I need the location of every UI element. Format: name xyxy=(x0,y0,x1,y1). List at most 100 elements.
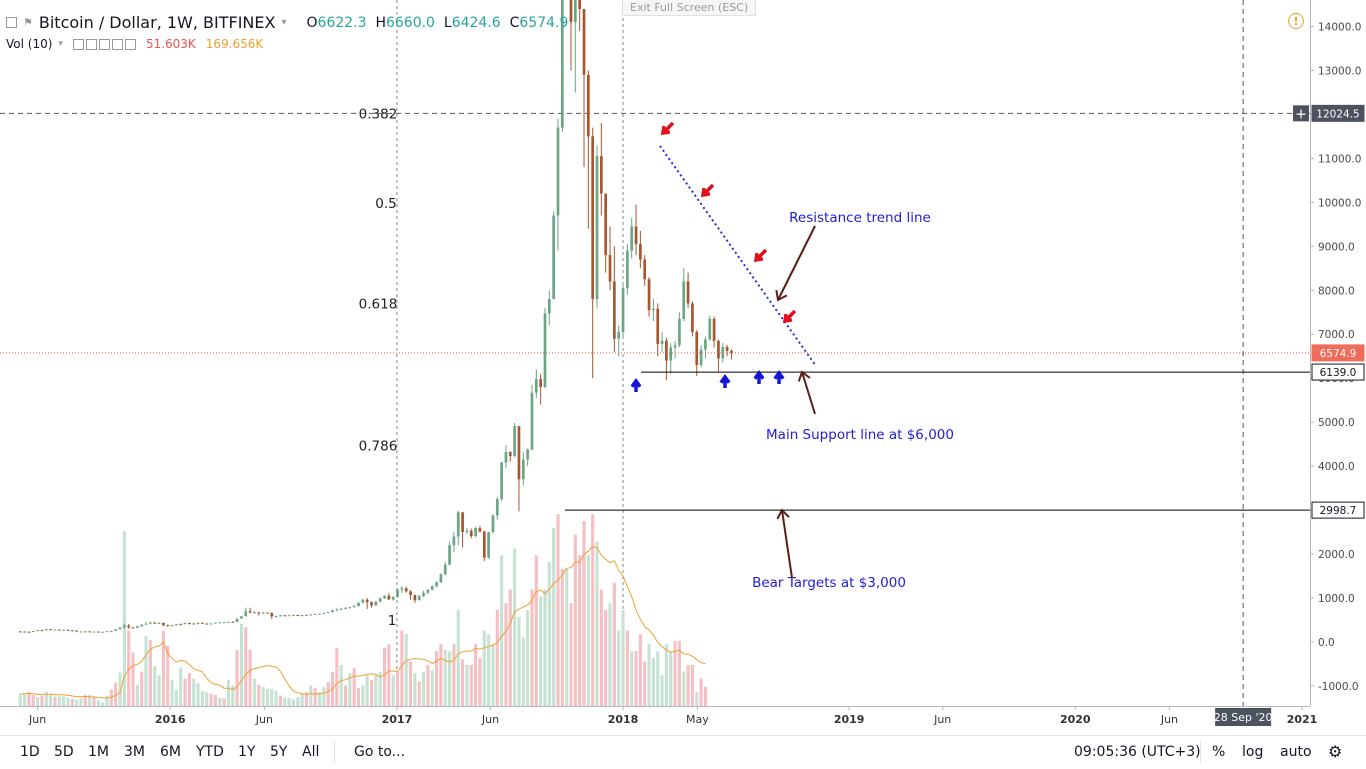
log-toggle[interactable]: log xyxy=(1242,744,1264,760)
volume-bar xyxy=(404,634,408,706)
volume-bar xyxy=(491,644,495,706)
timeframe-5y[interactable]: 5Y xyxy=(270,744,288,760)
volume-bar xyxy=(40,695,44,706)
volume-bar xyxy=(547,562,551,706)
crosshair-plus-icon: + xyxy=(1295,106,1307,122)
symbol-dropdown-icon[interactable]: ▾ xyxy=(281,17,287,28)
candle-body xyxy=(188,622,191,624)
add-icon[interactable] xyxy=(98,38,110,50)
goto-button[interactable]: Go to... xyxy=(354,744,406,760)
candle-body xyxy=(730,350,733,353)
volume-bar xyxy=(343,685,348,706)
timeframe-6m[interactable]: 6M xyxy=(160,744,181,760)
volume-bar xyxy=(495,610,499,706)
crosshair-date-label: 28 Sep '20 xyxy=(1214,711,1273,724)
candle-body xyxy=(374,601,378,606)
candle-body xyxy=(665,340,668,361)
volume-bar xyxy=(391,675,395,706)
volume-bar xyxy=(395,671,400,706)
timeframe-1m[interactable]: 1M xyxy=(88,744,109,760)
flag-icon[interactable]: ⚑ xyxy=(23,16,33,29)
volume-bar xyxy=(634,651,638,706)
volume-bar xyxy=(313,688,317,706)
volume-bar xyxy=(595,541,599,706)
y-tick-label: 7000.0 xyxy=(1318,329,1355,341)
volume-bar xyxy=(44,691,48,706)
candle-body xyxy=(144,623,148,625)
volume-bar xyxy=(109,689,113,706)
volume-bar xyxy=(66,697,70,706)
more-icon[interactable] xyxy=(124,38,136,50)
timeframe-all[interactable]: All xyxy=(302,744,320,760)
volume-bar xyxy=(222,698,226,706)
candle-body xyxy=(517,426,521,480)
volume-bar xyxy=(261,686,265,706)
volume-bar xyxy=(283,697,287,706)
timeframe-1d[interactable]: 1D xyxy=(20,744,40,760)
volume-bar xyxy=(218,697,222,706)
collapse-legend-icon[interactable] xyxy=(6,17,17,28)
candle-body xyxy=(573,0,577,23)
y-tick-label: -1000.0 xyxy=(1318,681,1359,693)
volume-bar xyxy=(348,673,352,706)
symbol-title[interactable]: Bitcoin / Dollar, 1W, BITFINEX xyxy=(38,13,276,32)
toolbar-divider xyxy=(334,741,335,763)
clock[interactable]: 09:05:36 (UTC+3) xyxy=(1074,744,1201,760)
volume-label[interactable]: Vol (10) xyxy=(6,37,53,51)
close-small-icon[interactable] xyxy=(111,38,123,50)
exit-fullscreen-button[interactable]: Exit Full Screen (ESC) xyxy=(622,0,757,16)
candle-body xyxy=(205,623,209,625)
crosshair-plus-marker xyxy=(1293,105,1309,122)
settings-small-icon[interactable] xyxy=(85,38,97,50)
candle-body xyxy=(123,625,126,628)
volume-dropdown-icon[interactable]: ▾ xyxy=(58,39,63,49)
volume-bar xyxy=(96,700,100,706)
candle-body xyxy=(695,332,699,365)
crosshair-date-box xyxy=(1215,708,1272,726)
volume-bar xyxy=(239,623,243,706)
candle-body xyxy=(105,631,109,633)
timeframe-5d[interactable]: 5D xyxy=(54,744,74,760)
candle-body xyxy=(604,193,608,256)
candle-body xyxy=(183,622,187,625)
candle-body xyxy=(257,612,261,614)
volume-bar xyxy=(673,640,677,706)
candle-body xyxy=(725,346,729,351)
timeframe-ytd[interactable]: YTD xyxy=(196,744,224,760)
ohlc-values: O6622.3 H6660.0 L6424.6 C6574.9 xyxy=(306,14,569,31)
timeframe-3m[interactable]: 3M xyxy=(124,744,145,760)
pointer-arrow-head xyxy=(775,289,788,302)
candle-body xyxy=(513,426,516,456)
candle-body xyxy=(508,452,512,456)
volume-bar xyxy=(53,696,57,706)
candle-body xyxy=(240,616,243,619)
alert-icon[interactable]: ! xyxy=(1288,13,1304,29)
candle-body xyxy=(209,623,213,625)
candle-body xyxy=(491,515,495,533)
percent-toggle[interactable]: % xyxy=(1212,744,1226,760)
volume-bar xyxy=(356,688,361,706)
candle-body xyxy=(478,528,482,532)
candle-body xyxy=(443,564,447,575)
y-tick-label: 1000.0 xyxy=(1318,593,1355,605)
candle-body xyxy=(261,612,265,614)
candle-body xyxy=(287,615,291,617)
candle-body xyxy=(326,612,330,614)
price-label-box xyxy=(1311,363,1365,381)
volume-bar xyxy=(500,555,504,706)
y-tick-label: 8000.0 xyxy=(1318,285,1355,297)
volume-bar xyxy=(192,678,196,706)
candle-body xyxy=(357,602,360,607)
candle-body xyxy=(292,615,295,617)
gear-icon[interactable]: ⚙ xyxy=(1328,742,1343,761)
volume-bar xyxy=(62,696,66,706)
timeframe-1y[interactable]: 1Y xyxy=(238,744,256,760)
candle-body xyxy=(587,74,590,137)
visibility-icon[interactable] xyxy=(72,38,84,50)
price-label-text: 2998.7 xyxy=(1320,505,1357,517)
y-tick-label: 5000.0 xyxy=(1318,417,1355,429)
auto-toggle[interactable]: auto xyxy=(1280,744,1312,760)
candle-body xyxy=(70,630,74,632)
chart-container[interactable]: 14000.0 13000.0 1 2000.0 11000.0 10000.0 9000.… xyxy=(0,0,1366,735)
price-chart[interactable]: 14000.0 13000.0 1 2000.0 11000.0 10000.0 9000.… xyxy=(0,0,1366,735)
